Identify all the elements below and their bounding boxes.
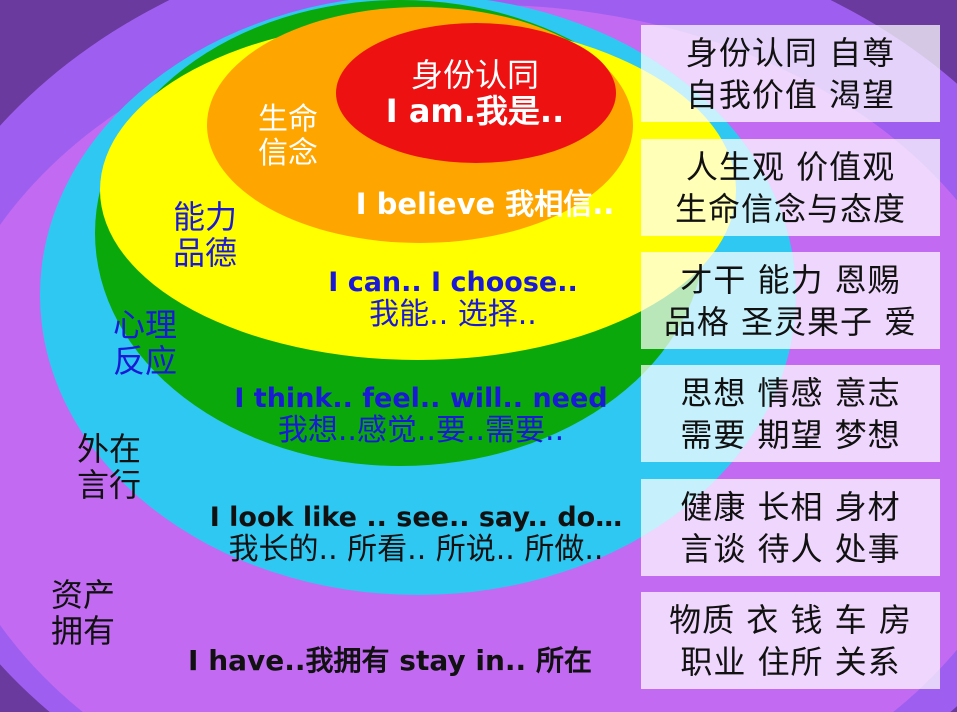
belief-center-line-1: I believe 我相信..: [355, 187, 615, 221]
behavior-description-box: 健康 长相 身材 言谈 待人 处事: [641, 479, 940, 576]
ability-center-line-2: 我能.. 选择..: [369, 297, 537, 333]
belief-side-label-line-2: 信念: [258, 135, 318, 171]
ability-box-line-2: 品格 圣灵果子 爱: [663, 302, 918, 341]
belief-side-label: 生命 信念: [244, 103, 332, 170]
psychology-description-box: 思想 情感 意志 需要 期望 梦想: [641, 365, 940, 462]
behavior-box-line-2: 言谈 待人 处事: [680, 529, 901, 568]
psychology-box-line-2: 需要 期望 梦想: [680, 415, 901, 454]
psychology-side-label: 心理 反应: [100, 306, 190, 380]
psychology-center-line-2: 我想..感觉..要..需要..: [277, 413, 565, 449]
identity-box-line-2: 自我价值 渴望: [685, 75, 896, 114]
ability-side-label-line-2: 品德: [172, 233, 237, 272]
behavior-side-label: 外在 言行: [64, 430, 154, 504]
possessions-center-line-1: I have..我拥有 stay in.. 所在: [188, 644, 592, 677]
belief-box-line-2: 生命信念与态度: [674, 189, 906, 228]
behavior-side-label-line-1: 外在: [76, 430, 141, 468]
belief-side-label-line-1: 生命: [258, 102, 318, 137]
possessions-box-line-2: 职业 住所 关系: [680, 642, 901, 681]
identity-box-line-1: 身份认同 自尊: [685, 33, 896, 72]
ability-center-line-1: I can.. I choose..: [328, 267, 578, 298]
ability-center-text: I can.. I choose.. 我能.. 选择..: [318, 267, 588, 333]
ring-identity: [336, 23, 616, 163]
identity-center-line-1: 身份认同: [410, 56, 539, 94]
ability-description-box: 才干 能力 恩赐 品格 圣灵果子 爱: [641, 252, 940, 349]
possessions-center-text: I have..我拥有 stay in.. 所在: [150, 644, 630, 677]
possessions-side-label-line-2: 拥有: [50, 611, 115, 650]
possessions-description-box: 物质 衣 钱 车 房 职业 住所 关系: [641, 592, 940, 689]
behavior-center-line-2: 我长的.. 所看.. 所说.. 所做..: [228, 532, 604, 568]
behavior-side-label-line-2: 言行: [76, 465, 141, 504]
ability-side-label-line-1: 能力: [172, 198, 237, 236]
ability-box-line-1: 才干 能力 恩赐: [680, 260, 901, 299]
psychology-center-text: I think.. feel.. will.. need 我想..感觉..要..…: [222, 383, 620, 449]
behavior-center-line-1: I look like .. see.. say.. do…: [209, 502, 623, 533]
possessions-box-line-1: 物质 衣 钱 车 房: [669, 600, 912, 639]
behavior-center-text: I look like .. see.. say.. do… 我长的.. 所看.…: [192, 502, 640, 568]
identity-center-line-2: I am.我是..: [385, 91, 565, 130]
behavior-box-line-1: 健康 长相 身材: [680, 487, 901, 526]
identity-description-box: 身份认同 自尊 自我价值 渴望: [641, 25, 940, 122]
psychology-center-line-1: I think.. feel.. will.. need: [234, 383, 608, 414]
psychology-box-line-1: 思想 情感 意志: [680, 373, 901, 412]
belief-center-text: I believe 我相信..: [330, 187, 640, 221]
belief-box-line-1: 人生观 价值观: [685, 147, 896, 186]
possessions-side-label-line-1: 资产: [50, 576, 115, 614]
identity-center-text: 身份认同 I am.我是..: [340, 56, 610, 130]
belief-description-box: 人生观 价值观 生命信念与态度: [641, 139, 940, 236]
possessions-side-label: 资产 拥有: [38, 576, 128, 650]
psychology-side-label-line-2: 反应: [112, 341, 177, 380]
ability-side-label: 能力 品德: [160, 198, 250, 272]
psychology-side-label-line-1: 心理: [112, 306, 177, 344]
